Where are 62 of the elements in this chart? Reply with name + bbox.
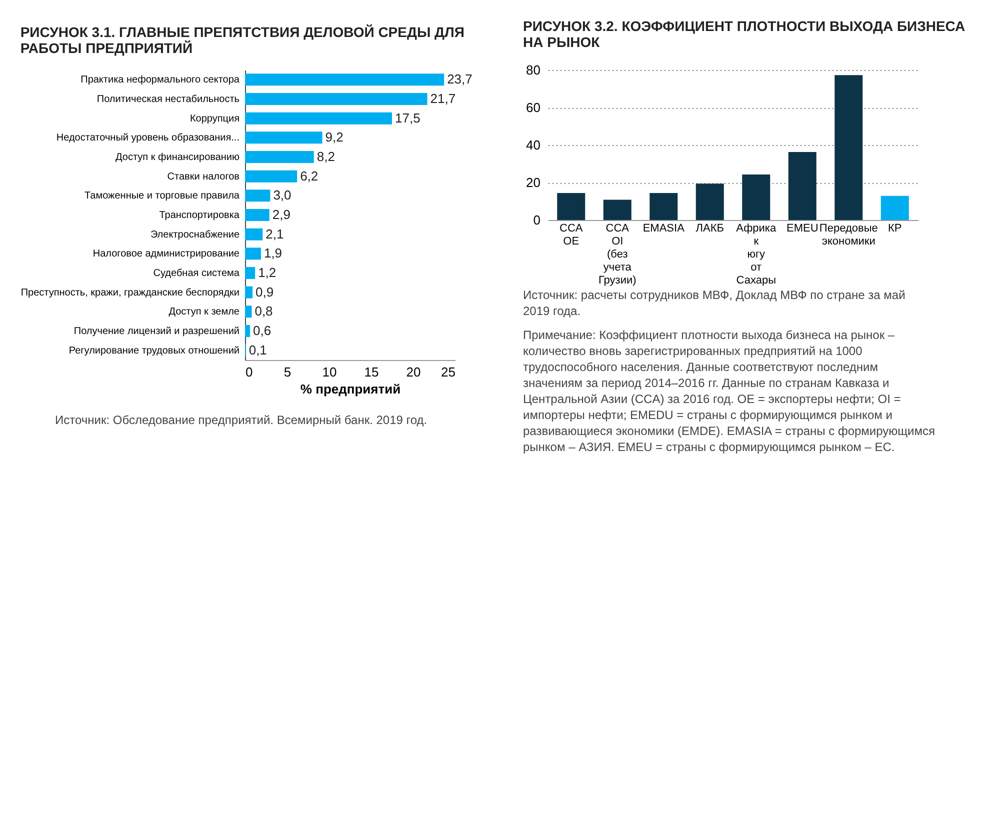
y-tick-label: 20 (526, 175, 540, 190)
y-tick-label: 80 (526, 62, 540, 78)
x-tick-label: CCA OE (560, 222, 584, 248)
y-tick-label: Электроснабжение (150, 229, 240, 240)
data-label: 0,8 (254, 304, 273, 319)
bar (788, 152, 816, 220)
bar (557, 193, 586, 220)
y-tick-label: Получение лицензий и разрешений (74, 326, 240, 337)
data-label: 21,7 (430, 91, 456, 106)
y-tick-label: Доступ к финансированию (116, 152, 240, 163)
bar (742, 174, 770, 220)
data-label: 0,1 (248, 342, 267, 358)
text: Источник: расчеты сотрудников МВФ, Доклад МВФ по стране за май 2019 года. (523, 288, 906, 318)
data-label: 0,9 (256, 284, 274, 300)
bar (603, 200, 632, 220)
x-tick-label: КР (888, 222, 902, 234)
x-tick-label: 5 (284, 364, 292, 380)
data-label: 0,6 (253, 323, 272, 338)
x-tick-label: 10 (322, 364, 337, 380)
data-label: 1,9 (264, 246, 282, 261)
data-label: 2,1 (266, 226, 284, 242)
chart-title: РИСУНОК 3.2. КОЭФФИЦИЕНТ ПЛОТНОСТИ ВЫХОДА БИЗНЕСА НА РЫНОК (523, 18, 966, 50)
y-tick-label: Судебная система (153, 268, 240, 279)
data-label: 1,2 (258, 265, 276, 280)
data-label: 2,9 (272, 207, 290, 222)
y-tick-label: Налоговое администрирование (92, 248, 240, 260)
text: Источник: Обследование предприятий. Всемирный банк. 2019 год. (55, 413, 428, 427)
y-tick-label: Преступность, кражи, гражданские беспорядки (20, 287, 240, 298)
data-label: 8,2 (316, 149, 335, 164)
y-tick-label: Регулирование трудовых отношений (68, 345, 240, 356)
x-tick-label: 20 (406, 364, 421, 380)
x-axis-title: % предприятий (300, 382, 401, 396)
y-tick-label: Практика неформального сектора (80, 74, 240, 86)
x-tick-label: EMASIA (642, 222, 686, 234)
x-tick-label: 25 (441, 364, 456, 380)
data-label: 6,2 (300, 168, 318, 184)
y-tick-label: 40 (526, 138, 540, 152)
x-tick-label: ЛАКБ (696, 222, 724, 234)
data-label: 3,0 (273, 188, 292, 203)
x-tick-label: CCA OI (без учета Грузии) (598, 222, 636, 286)
x-tick-label: Африка к югу от Сахары (736, 222, 777, 286)
bar (650, 193, 678, 220)
data-label: 23,7 (447, 72, 472, 87)
data-label: 9,2 (325, 130, 344, 145)
y-tick-label: Транспортировка (159, 210, 240, 221)
text: Примечание: Коэффициент плотности выхода бизнеса на рынок – количество вновь зарегистрированных предприятий на 1000 трудоспособного населения. Данные соответствуют последним значениям за период 2014–2016 гг. Данные по странам Кавказа и Центральной Азии (CCA) за 2016 год. OE = экспортеры нефти; OI = импортеры нефти; EMEDU = страны с формирующимся рынком и развивающиеся экономики (EMDE). EMASIA = страны с формирующимся рынком – АЗИЯ. EMEU = страны с формирующимся рынком – ЕС. (523, 328, 936, 454)
y-tick-label: Таможенные и торговые правила (84, 190, 240, 202)
y-tick-label: Недостаточный уровень образования... (56, 132, 240, 144)
bar (696, 184, 724, 220)
y-tick-label: 60 (526, 100, 540, 115)
y-tick-label: Коррупция (190, 113, 240, 124)
bar (880, 196, 909, 220)
data-label: 17,5 (395, 110, 420, 126)
x-tick-label: EMEU (786, 222, 818, 234)
x-tick-label: 0 (246, 364, 253, 380)
y-tick-label: Политическая нестабильность (96, 94, 240, 105)
chart-title: РИСУНОК 3.1. ГЛАВНЫЕ ПРЕПЯТСТВИЯ ДЕЛОВОЙ СРЕДЫ ДЛЯ РАБОТЫ ПРЕДПРИЯТИЙ (20, 24, 464, 56)
x-tick-label: Передовые экономики (819, 222, 878, 248)
y-tick-label: Доступ к земле (168, 306, 240, 318)
y-tick-label: Ставки налогов (167, 171, 240, 182)
x-tick-label: 15 (364, 364, 379, 380)
bar (834, 75, 863, 220)
